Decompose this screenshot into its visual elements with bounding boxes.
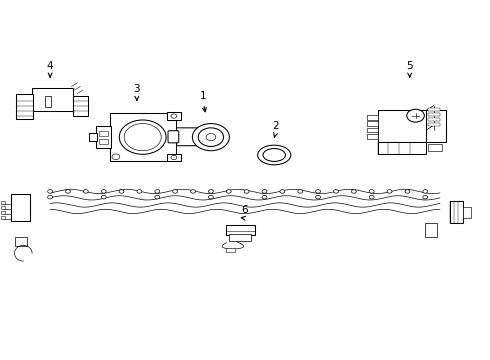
Circle shape [173,190,177,193]
Bar [426,111,446,143]
Bar [1,211,5,214]
Ellipse shape [258,145,291,165]
FancyBboxPatch shape [173,128,200,146]
Bar [463,207,470,217]
Bar [45,96,51,107]
Bar [450,202,463,223]
Circle shape [48,195,52,199]
Text: 4: 4 [47,61,53,71]
Circle shape [405,190,410,193]
Circle shape [280,190,285,193]
Bar [377,111,426,143]
Circle shape [208,195,213,199]
Bar [32,88,73,111]
Bar [367,121,378,126]
Bar [167,154,181,161]
Bar [1,216,5,219]
FancyBboxPatch shape [168,131,179,143]
Circle shape [262,195,267,199]
Circle shape [262,190,267,193]
Circle shape [191,190,196,193]
Circle shape [193,123,229,151]
Bar [428,123,441,126]
Circle shape [112,154,120,159]
Bar [15,237,27,246]
Circle shape [316,195,320,199]
Circle shape [334,190,339,193]
Circle shape [101,190,106,193]
Circle shape [351,190,356,193]
Text: 3: 3 [133,84,140,94]
Circle shape [298,190,303,193]
Circle shape [316,190,320,193]
Text: 2: 2 [272,121,278,131]
Circle shape [137,190,142,193]
Bar [367,128,378,132]
Bar [428,108,441,111]
Circle shape [369,195,374,199]
Circle shape [83,190,88,193]
Circle shape [423,195,428,199]
Bar [16,94,33,119]
Bar [110,113,176,161]
Text: 1: 1 [200,91,207,101]
Circle shape [119,190,124,193]
Bar [167,112,181,120]
Circle shape [171,114,177,118]
Bar [425,223,438,237]
Circle shape [119,120,166,154]
Circle shape [155,190,160,193]
Circle shape [369,190,374,193]
Bar [367,115,378,120]
Bar [367,134,378,139]
Bar [99,131,108,136]
Bar [229,234,251,241]
Bar [428,118,441,121]
Circle shape [208,190,213,193]
Circle shape [423,190,428,193]
Circle shape [48,190,52,193]
Bar [225,225,255,235]
Circle shape [407,109,424,122]
Text: 5: 5 [406,61,413,71]
Bar [377,142,426,154]
Circle shape [101,195,106,199]
Bar [1,206,5,209]
Circle shape [226,190,231,193]
Bar [11,194,30,221]
Circle shape [244,190,249,193]
Circle shape [198,128,223,147]
Circle shape [387,190,392,193]
Circle shape [171,156,177,159]
Bar [226,248,235,252]
Text: 6: 6 [242,205,248,215]
Bar [73,96,88,116]
Circle shape [66,190,71,193]
Circle shape [124,123,161,151]
Ellipse shape [263,149,286,161]
Bar [428,113,441,116]
Circle shape [206,134,216,141]
Bar [428,144,442,152]
Circle shape [155,195,160,199]
Bar [99,139,108,144]
Bar [1,201,5,204]
Bar [89,133,97,141]
Bar [96,126,111,148]
